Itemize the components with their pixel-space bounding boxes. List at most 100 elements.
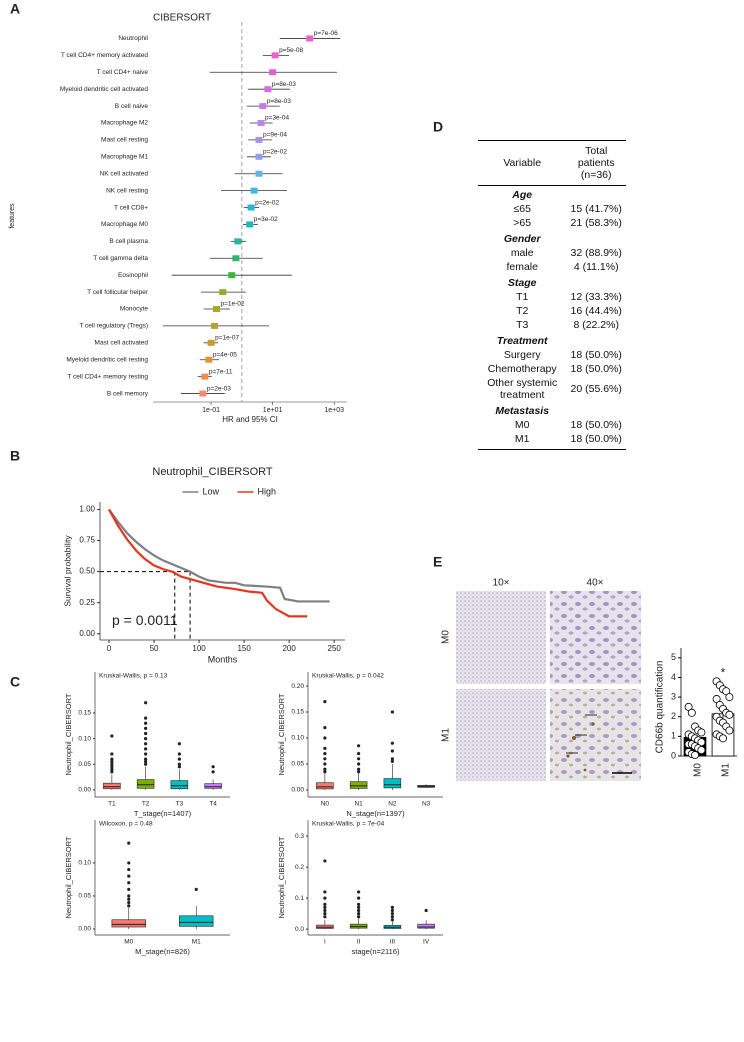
outlier <box>144 726 148 730</box>
group-label: Stage <box>507 277 537 289</box>
p-label: p=1e-07 <box>215 335 239 342</box>
outlier <box>323 902 327 906</box>
row-label: Mast cell activated <box>95 340 149 347</box>
outlier <box>127 874 131 878</box>
table-cell: 18 (50.0%) <box>570 363 622 375</box>
outlier <box>357 912 361 916</box>
row-label: NK cell activated <box>100 170 149 177</box>
hr-point <box>207 339 215 346</box>
hr-point <box>306 35 314 42</box>
y-tick-label: 1.00 <box>79 505 95 514</box>
empty-cell <box>566 332 626 348</box>
outlier <box>323 700 327 704</box>
hr-point <box>255 136 263 143</box>
group-label: Gender <box>503 233 541 245</box>
outlier <box>127 897 131 901</box>
outlier <box>127 900 131 905</box>
outlier <box>177 765 181 769</box>
hr-point <box>269 69 277 76</box>
data-point <box>725 710 734 719</box>
row-label: B cell plasma <box>109 238 148 245</box>
x-tick-label: M1 <box>721 763 732 777</box>
outlier <box>127 861 131 865</box>
p-label: p=3e-04 <box>265 115 289 122</box>
empty-cell <box>566 230 626 246</box>
outlier <box>390 741 394 745</box>
test-label: Kruskal-Wallis, p = 0.13 <box>99 673 168 680</box>
x-tick-label: III <box>390 939 396 946</box>
table-row: M0 18 (50.0%) <box>478 418 626 432</box>
empty-cell <box>566 402 626 418</box>
empty-cell <box>566 186 626 203</box>
y-tick-label: 0.00 <box>78 787 91 794</box>
x-tick-label: II <box>357 939 361 946</box>
outlier <box>323 890 327 894</box>
outlier <box>323 908 327 913</box>
table-cell: 32 (88.9%) <box>570 247 622 259</box>
x-tick-label: 100 <box>192 644 206 653</box>
outlier <box>177 757 181 761</box>
outlier <box>323 912 327 916</box>
outlier <box>357 915 361 919</box>
x-axis-label: stage(n=2116) <box>351 947 400 956</box>
y-tick-label: 4 <box>671 672 676 682</box>
x-tick-label: IV <box>423 939 430 946</box>
box <box>103 782 121 790</box>
x-tick-label: 1e+03 <box>324 407 344 414</box>
y-tick-label: 0.05 <box>78 893 91 900</box>
y-tick-label: 0.05 <box>291 761 304 768</box>
outlier <box>323 905 327 910</box>
outlier <box>144 752 148 756</box>
survival-curve <box>108 508 308 618</box>
outlier <box>323 762 327 766</box>
row-label: T cell regulatory (Tregs) <box>79 323 148 330</box>
outlier <box>323 746 327 751</box>
p-label: p=8e-03 <box>272 81 296 88</box>
group-row: Treatment <box>478 332 626 348</box>
data-point <box>725 693 734 702</box>
test-label: Wilcoxon, p = 0.48 <box>99 821 153 828</box>
table-row: T3 8 (22.2%) <box>478 318 626 332</box>
outlier <box>110 757 114 761</box>
table-row: T2 16 (44.4%) <box>478 304 626 318</box>
x-axis-label: T_stage(n=1407) <box>134 809 192 818</box>
outlier <box>144 742 148 746</box>
data-point <box>697 728 706 737</box>
table-cell: M0 <box>514 419 530 431</box>
data-point <box>697 746 706 755</box>
data-point <box>691 751 700 760</box>
table-header: Variable <box>478 140 567 186</box>
hr-point <box>212 306 220 312</box>
x-tick-label: 250 <box>328 644 342 653</box>
outlier <box>127 887 131 891</box>
x-tick-label: 150 <box>237 644 251 653</box>
row-label: Eosinophil <box>118 272 149 279</box>
table-cell: T1 <box>516 291 529 303</box>
y-tick-label: 0.50 <box>79 567 95 576</box>
y-axis-label: Neutrophil_CIBERSORT <box>64 693 73 775</box>
outlier <box>390 759 394 763</box>
table-cell: 12 (33.3%) <box>570 291 622 303</box>
y-tick-label: 0.75 <box>79 536 95 545</box>
row-label: NK cell resting <box>106 187 148 194</box>
outlier <box>127 894 131 898</box>
table-cell: female <box>506 261 538 273</box>
box <box>383 778 402 789</box>
x-tick-label: I <box>324 939 326 946</box>
group-label: Treatment <box>496 335 548 347</box>
y-tick-label: 0.00 <box>78 926 91 933</box>
data-point <box>719 734 728 743</box>
x-tick-label: 1e+01 <box>263 407 283 414</box>
row-label: Neutrophil <box>118 35 148 42</box>
hr-point <box>259 103 267 110</box>
outlier <box>323 896 327 900</box>
outlier <box>144 757 148 761</box>
outlier <box>177 752 181 756</box>
outlier <box>390 915 394 919</box>
y-tick-label: 0.00 <box>79 629 95 638</box>
legend-label: Low <box>203 486 220 496</box>
table-cell: Other systemic treatment <box>487 377 558 401</box>
table-cell: 18 (50.0%) <box>566 432 626 450</box>
table-cell: 15 (41.7%) <box>570 203 622 215</box>
y-axis-label: Neutrophil_CIBERSORT <box>277 693 286 775</box>
